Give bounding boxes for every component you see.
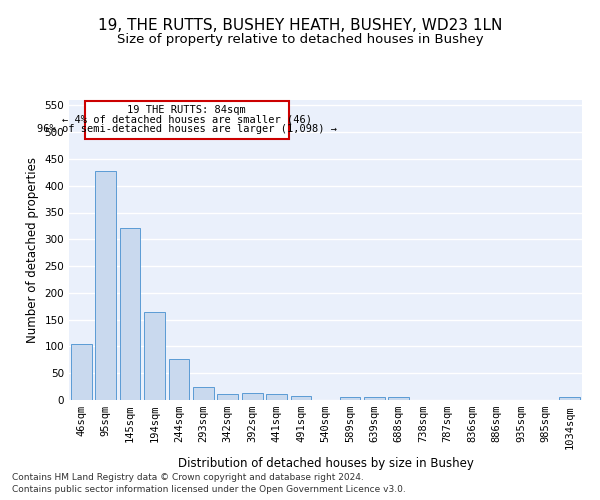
Bar	[71, 344, 92, 400]
Bar	[144, 312, 165, 400]
Text: 19 THE RUTTS: 84sqm: 19 THE RUTTS: 84sqm	[127, 106, 246, 116]
Bar	[119, 228, 140, 400]
Bar	[242, 393, 263, 400]
Bar	[169, 360, 190, 400]
Bar	[95, 170, 116, 400]
Text: Contains public sector information licensed under the Open Government Licence v3: Contains public sector information licen…	[12, 485, 406, 494]
FancyBboxPatch shape	[85, 101, 289, 138]
Text: Contains HM Land Registry data © Crown copyright and database right 2024.: Contains HM Land Registry data © Crown c…	[12, 472, 364, 482]
Text: Size of property relative to detached houses in Bushey: Size of property relative to detached ho…	[116, 32, 484, 46]
Bar	[193, 386, 214, 400]
Bar	[266, 394, 287, 400]
Text: ← 4% of detached houses are smaller (46): ← 4% of detached houses are smaller (46)	[62, 115, 312, 125]
Text: 19, THE RUTTS, BUSHEY HEATH, BUSHEY, WD23 1LN: 19, THE RUTTS, BUSHEY HEATH, BUSHEY, WD2…	[98, 18, 502, 32]
Bar	[559, 398, 580, 400]
Bar	[340, 398, 361, 400]
Bar	[364, 397, 385, 400]
Y-axis label: Number of detached properties: Number of detached properties	[26, 157, 39, 343]
Bar	[290, 396, 311, 400]
Bar	[217, 394, 238, 400]
Text: 96% of semi-detached houses are larger (1,098) →: 96% of semi-detached houses are larger (…	[37, 124, 337, 134]
Bar	[388, 397, 409, 400]
X-axis label: Distribution of detached houses by size in Bushey: Distribution of detached houses by size …	[178, 457, 473, 470]
